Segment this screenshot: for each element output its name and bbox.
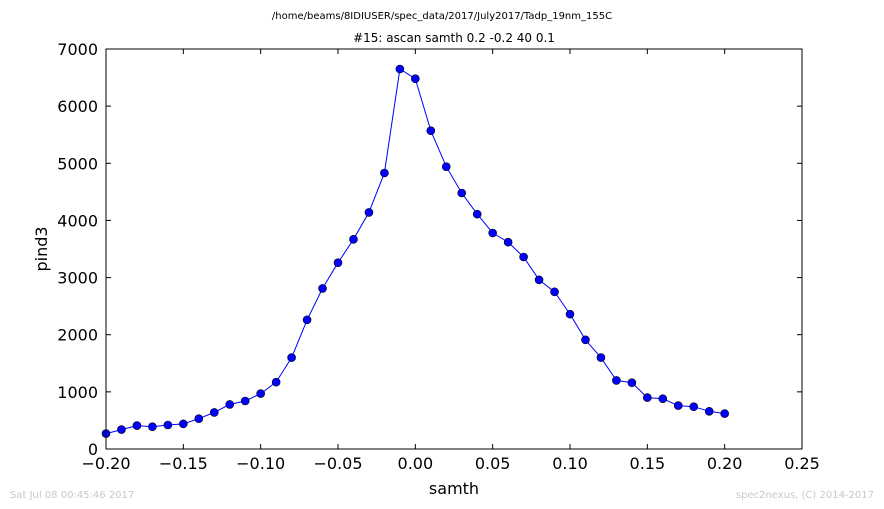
- data-point: [550, 287, 559, 297]
- data-point: [488, 228, 497, 238]
- y-tick-label: 3000: [57, 269, 98, 288]
- data-point: [318, 284, 327, 293]
- data-point: [581, 335, 590, 345]
- data-point: [287, 353, 296, 362]
- data-point: [302, 315, 312, 325]
- footer-credit: spec2nexus, (C) 2014-2017: [735, 490, 874, 501]
- data-point: [689, 402, 699, 412]
- x-tick-label: 0.05: [475, 454, 511, 473]
- footer-timestamp: Sat Jul 08 00:45:46 2017: [10, 490, 135, 501]
- data-point: [163, 420, 173, 430]
- data-point: [673, 401, 683, 410]
- plot-frame: [105, 48, 803, 450]
- data-point: [240, 396, 250, 406]
- data-point: [627, 378, 637, 388]
- data-point: [704, 406, 714, 416]
- data-point: [194, 414, 204, 424]
- x-axis-label: samth: [429, 479, 479, 498]
- y-tick-label: 1000: [57, 383, 98, 402]
- y-tick-label: 6000: [57, 97, 98, 116]
- data-point: [472, 209, 482, 219]
- data-point: [225, 400, 235, 409]
- data-point: [411, 74, 420, 84]
- y-tick-label: 0: [88, 440, 98, 459]
- chart-title: #15: ascan samth 0.2 -0.2 40 0.1: [353, 31, 555, 45]
- x-tick-label: 0.10: [552, 454, 588, 473]
- y-tick-label: 4000: [57, 211, 98, 230]
- x-tick-label: −0.05: [313, 454, 362, 473]
- y-axis-label: pind3: [32, 226, 51, 271]
- y-tick-label: 5000: [57, 154, 98, 173]
- y-tick-label: 7000: [57, 40, 98, 59]
- data-point: [441, 162, 451, 172]
- data-point: [117, 425, 126, 434]
- data-point: [179, 419, 188, 429]
- x-tick-label: −0.20: [81, 454, 130, 473]
- data-point: [364, 208, 374, 217]
- data-point: [132, 421, 142, 430]
- data-point: [658, 394, 668, 404]
- axis-ticks: −0.20 −0.15 −0.10 −0.05 0.00 0.05 0.10 0.15 0.20…: [57, 40, 820, 473]
- x-tick-label: 0.00: [398, 454, 434, 473]
- data-point: [534, 275, 544, 285]
- data-point: [643, 393, 652, 402]
- data-point: [271, 377, 281, 387]
- x-tick-label: −0.15: [159, 454, 208, 473]
- data-point: [612, 376, 621, 385]
- y-tick-label: 2000: [57, 326, 98, 345]
- x-tick-label: 0.20: [707, 454, 743, 473]
- data-point: [209, 408, 219, 417]
- data-point: [596, 353, 606, 362]
- data-point: [503, 237, 513, 247]
- data-point: [565, 309, 575, 319]
- data-series: [101, 64, 729, 438]
- data-point: [349, 234, 358, 244]
- data-point: [395, 64, 405, 74]
- data-point: [426, 126, 436, 136]
- x-tick-label: 0.25: [784, 454, 820, 473]
- data-point: [148, 422, 157, 432]
- data-point: [256, 389, 265, 398]
- data-point: [720, 409, 729, 418]
- x-tick-label: 0.15: [630, 454, 666, 473]
- data-point: [457, 188, 467, 198]
- chart-subtitle: /home/beams/8IDIUSER/spec_data/2017/July…: [272, 11, 612, 22]
- data-point: [333, 258, 343, 268]
- data-point: [380, 168, 389, 178]
- data-point: [519, 252, 528, 262]
- x-tick-label: −0.10: [236, 454, 285, 473]
